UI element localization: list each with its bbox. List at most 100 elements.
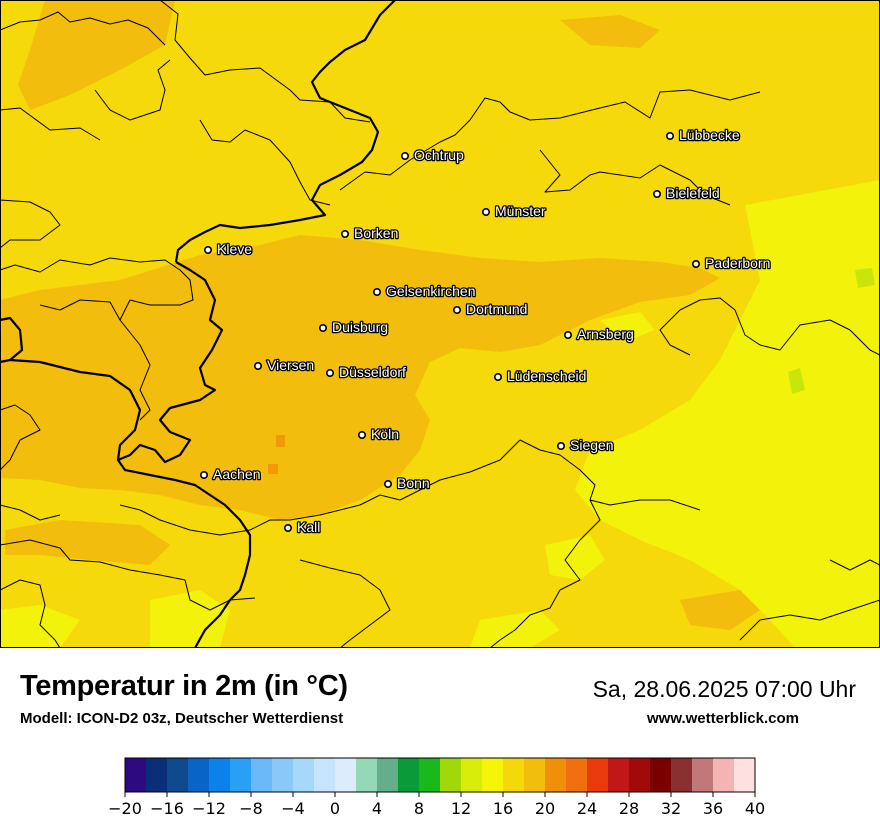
- city-markers: Lübbecke Ochtrup Bielefeld Münster Borken Kle…: [200, 126, 772, 536]
- legend-swatch: [209, 758, 231, 792]
- color-scale-legend: −20 −16 −12 −8 −4 0 4 8 12 16 20 24 28 32 36 40: [108, 757, 765, 818]
- legend-swatch: [293, 758, 315, 792]
- city-marker: Arnsberg: [563, 325, 635, 343]
- legend-swatch: [377, 758, 399, 792]
- city-label: Paderborn: [705, 255, 770, 271]
- legend-swatch: [272, 758, 294, 792]
- legend-swatch: [398, 758, 420, 792]
- city-dot: [340, 230, 349, 239]
- city-marker: Lübbecke: [665, 126, 741, 144]
- city-dot: [325, 368, 334, 377]
- city-label: Kleve: [217, 241, 252, 257]
- city-label: Borken: [354, 225, 398, 241]
- city-marker: Lüdenscheid: [493, 367, 588, 385]
- legend-swatch: [188, 758, 210, 792]
- legend-tick-label: 24: [577, 799, 597, 818]
- city-dot: [691, 259, 700, 268]
- city-label: Duisburg: [332, 319, 388, 335]
- legend-swatch: [503, 758, 525, 792]
- legend-swatch: [629, 758, 651, 792]
- legend-tick-label: 20: [535, 799, 555, 818]
- hot-spots: [268, 435, 285, 474]
- website-link[interactable]: www.wetterblick.com: [647, 710, 799, 727]
- legend-tick-label: 40: [745, 799, 765, 818]
- state-borders: [0, 0, 396, 648]
- city-label: Kall: [297, 519, 320, 535]
- city-label: Bonn: [397, 475, 430, 491]
- city-label: Aachen: [213, 466, 260, 482]
- legend-tick-label: 12: [451, 799, 471, 818]
- legend-tick-label: −20: [108, 799, 142, 818]
- city-dot: [357, 430, 366, 439]
- legend-swatch: [251, 758, 273, 792]
- legend-swatch: [713, 758, 735, 792]
- legend-tick-label: −4: [281, 799, 305, 818]
- city-marker: Kall: [283, 518, 322, 536]
- legend-swatch: [566, 758, 588, 792]
- legend-tick-label: 28: [619, 799, 639, 818]
- legend-swatch: [545, 758, 567, 792]
- city-label: Düsseldorf: [339, 364, 406, 380]
- city-marker: Dortmund: [452, 300, 529, 318]
- legend-swatch: [356, 758, 378, 792]
- legend-swatch: [314, 758, 336, 792]
- legend-swatch: [440, 758, 462, 792]
- city-marker: Bielefeld: [652, 184, 721, 202]
- city-dot: [200, 470, 209, 479]
- temperature-map: Lübbecke Ochtrup Bielefeld Münster Borken Kle…: [0, 0, 880, 648]
- legend-swatch: [650, 758, 672, 792]
- city-dot: [204, 246, 213, 255]
- city-marker: Kleve: [204, 240, 254, 258]
- legend-swatch: [482, 758, 504, 792]
- legend-tick-label: 4: [372, 799, 382, 818]
- district-borders: [0, 0, 880, 648]
- legend-swatch: [461, 758, 483, 792]
- city-dot: [481, 208, 490, 217]
- map-title: Temperatur in 2m (in °C): [20, 670, 348, 702]
- legend-frame: [124, 757, 756, 793]
- forecast-datetime: Sa, 28.06.2025 07:00 Uhr: [592, 676, 856, 702]
- city-dot: [372, 287, 381, 296]
- legend-swatch: [125, 758, 147, 792]
- city-dot: [400, 152, 409, 161]
- city-label: Gelsenkirchen: [386, 283, 476, 299]
- city-dot: [665, 132, 674, 141]
- city-marker: Bonn: [383, 474, 431, 492]
- city-marker: Münster: [481, 202, 547, 220]
- city-label: Bielefeld: [666, 185, 720, 201]
- city-dot: [652, 190, 661, 199]
- city-dot: [452, 305, 461, 314]
- legend-swatch: [230, 758, 252, 792]
- legend-tick-label: 36: [703, 799, 723, 818]
- legend-swatch: [734, 758, 756, 792]
- city-label: Münster: [495, 203, 546, 219]
- legend-tick-label: −16: [150, 799, 184, 818]
- city-marker: Ochtrup: [400, 146, 465, 164]
- city-dot: [563, 330, 572, 339]
- city-dot: [493, 372, 502, 381]
- legend-tick-label: 0: [330, 799, 340, 818]
- city-marker: Viersen: [254, 356, 316, 374]
- city-dot: [318, 323, 327, 332]
- legend-tick-label: 32: [661, 799, 681, 818]
- legend-swatch: [419, 758, 441, 792]
- city-label: Ochtrup: [414, 147, 464, 163]
- legend-swatch: [524, 758, 546, 792]
- city-marker: Siegen: [556, 436, 615, 454]
- city-label: Dortmund: [466, 301, 527, 317]
- city-label: Viersen: [267, 357, 314, 373]
- city-label: Lübbecke: [679, 127, 740, 143]
- city-dot: [254, 361, 263, 370]
- legend-tick-label: 16: [493, 799, 513, 818]
- city-marker: Düsseldorf: [325, 363, 407, 381]
- legend-swatch: [167, 758, 189, 792]
- city-label: Arnsberg: [577, 326, 634, 342]
- green-spots: [788, 268, 875, 394]
- city-label: Siegen: [570, 437, 614, 453]
- city-marker: Duisburg: [318, 318, 389, 336]
- legend-swatch: [692, 758, 714, 792]
- legend-tick-label: −8: [239, 799, 263, 818]
- cool-temperature-zones: [0, 180, 880, 648]
- legend-swatch: [146, 758, 168, 792]
- legend-swatch: [587, 758, 609, 792]
